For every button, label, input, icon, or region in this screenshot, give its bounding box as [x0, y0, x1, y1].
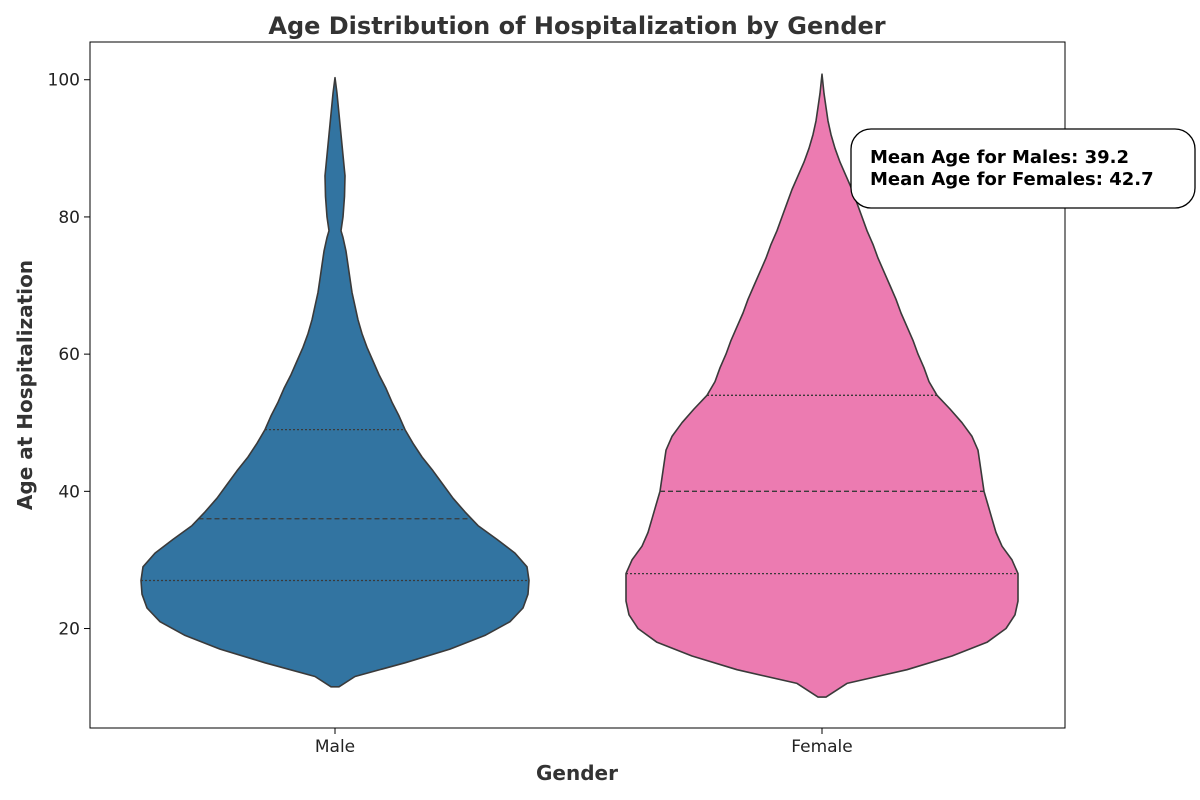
x-tick-label-male: Male [315, 737, 355, 757]
violins-layer [140, 73, 1019, 698]
y-tick-label: 80 [58, 208, 80, 228]
x-axis-label: Gender [536, 761, 618, 785]
x-axis-ticks: Male Female [315, 728, 853, 757]
violin-male [140, 76, 530, 688]
chart-title: Age Distribution of Hospitalization by G… [268, 12, 885, 40]
annotation-line-male: Mean Age for Males: 39.2 [870, 147, 1129, 168]
violin-female [625, 73, 1019, 698]
plot-frame [89, 41, 1066, 729]
y-tick-label: 20 [58, 620, 80, 640]
y-tick-label: 100 [48, 71, 80, 91]
mean-age-annotation: Mean Age for Males: 39.2 Mean Age for Fe… [850, 128, 1196, 209]
annotation-line-female: Mean Age for Females: 42.7 [870, 169, 1154, 190]
y-axis-ticks: 20 40 60 80 100 [48, 71, 90, 640]
y-tick-label: 60 [58, 345, 80, 365]
y-tick-label: 40 [58, 482, 80, 502]
annotation-frame [850, 128, 1196, 209]
y-axis-label: Age at Hospitalization [13, 260, 37, 510]
x-tick-label-female: Female [791, 737, 852, 757]
